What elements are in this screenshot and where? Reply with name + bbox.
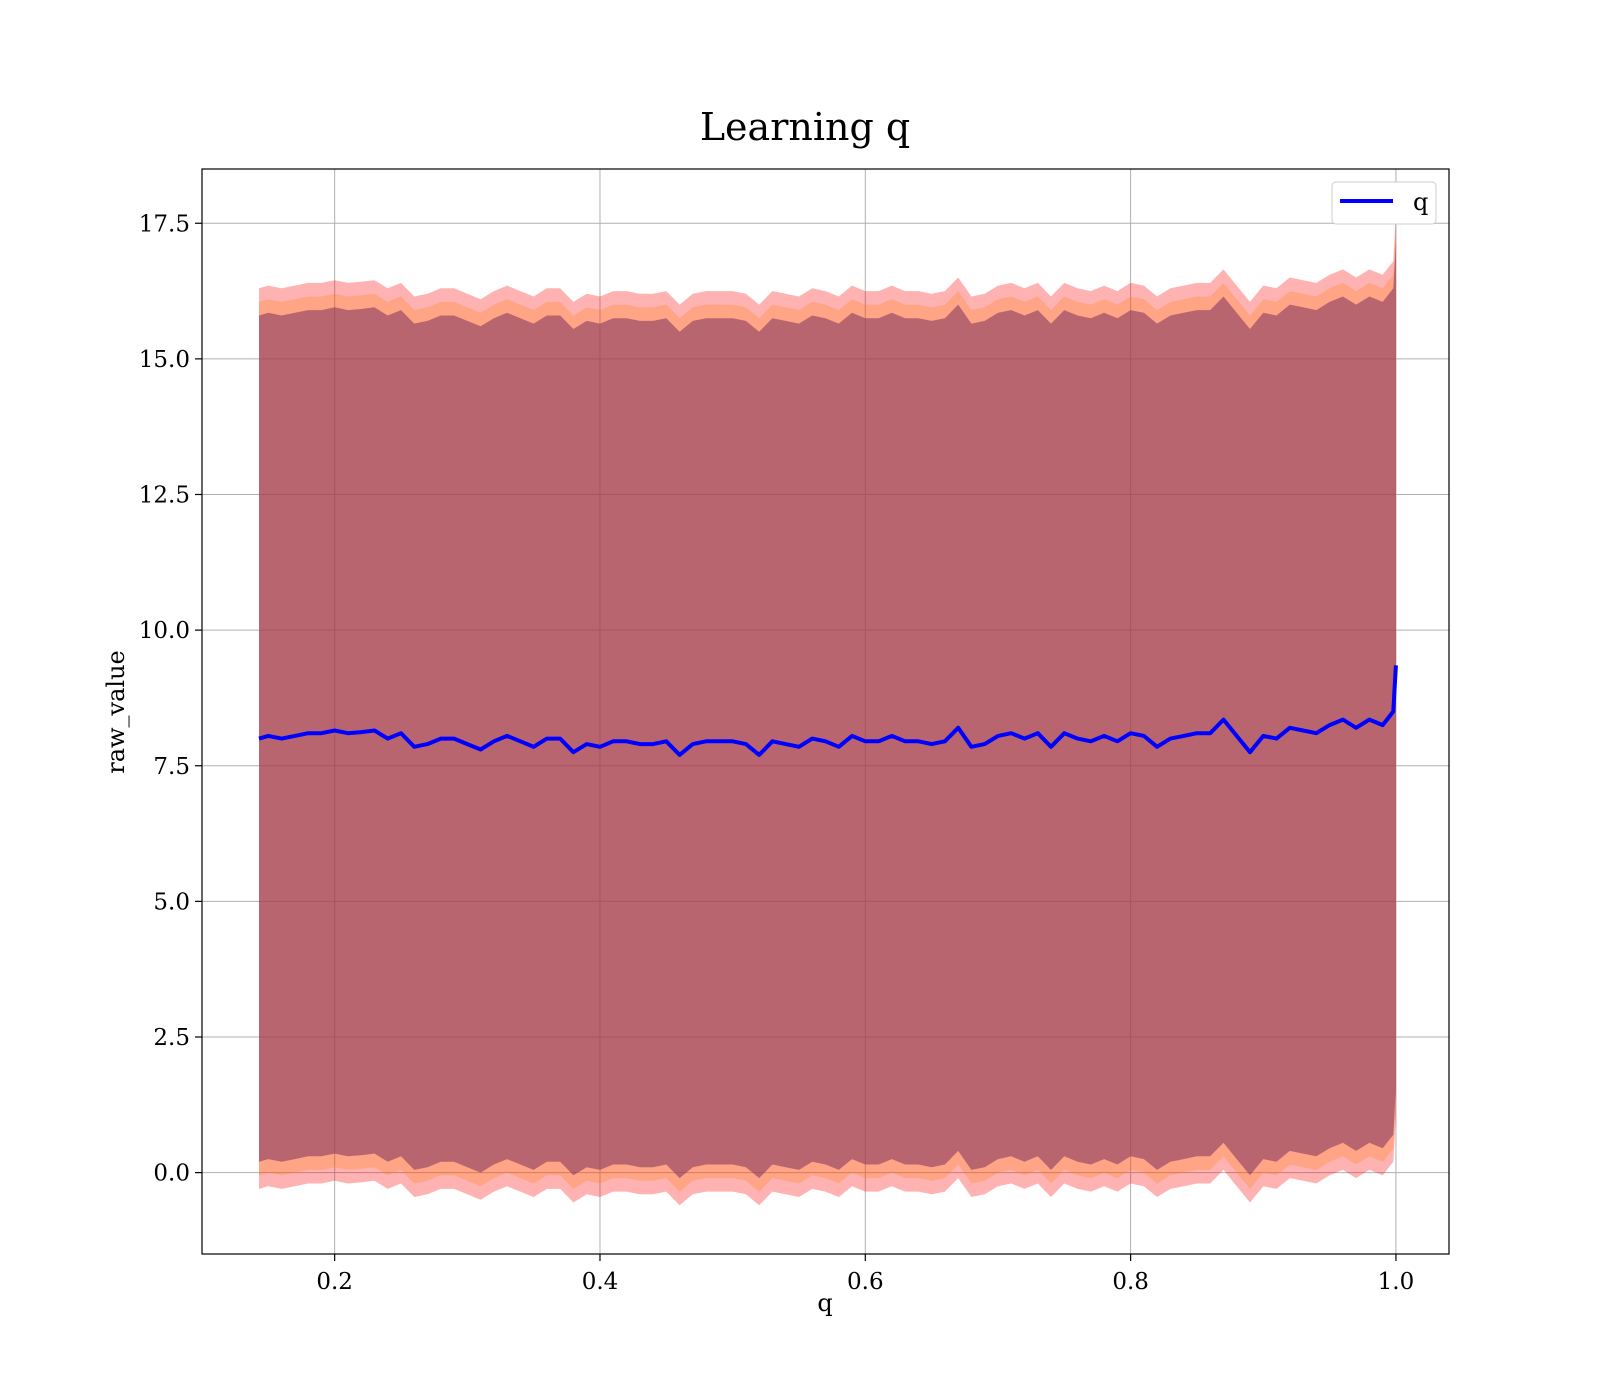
legend-label-q: q — [1413, 188, 1428, 216]
series-line-q — [258, 665, 1398, 757]
x-tick-label: 0.2 — [316, 1269, 353, 1295]
y-tick-label: 2.5 — [153, 1025, 190, 1051]
y-tick-label: 5.0 — [153, 889, 190, 915]
y-tick-label: 15.0 — [139, 347, 190, 373]
confidence-bands — [259, 215, 1396, 1206]
y-tick-label: 17.5 — [139, 211, 190, 237]
y-axis-label: raw_value — [102, 650, 130, 774]
x-tick-label: 0.6 — [847, 1269, 884, 1295]
x-tick-label: 0.8 — [1112, 1269, 1149, 1295]
y-tick-label: 12.5 — [139, 483, 190, 509]
chart-title: Learning q — [700, 105, 910, 149]
series-lines — [258, 665, 1398, 757]
y-tick-label: 10.0 — [139, 618, 190, 644]
x-tick-label: 0.4 — [582, 1269, 619, 1295]
y-tick-label: 7.5 — [153, 754, 190, 780]
legend: q — [1331, 181, 1437, 225]
x-axis-label: q — [817, 1289, 832, 1317]
x-axis-ticks: 0.2 0.4 0.6 0.8 1.0 — [316, 1254, 1414, 1295]
plot-frame — [201, 168, 1450, 1255]
y-axis-ticks: 0.0 2.5 5.0 7.5 10.0 12.5 15.0 17.5 — [139, 211, 202, 1187]
confidence-band-2 — [259, 242, 1396, 1179]
x-tick-label: 1.0 — [1378, 1269, 1415, 1295]
y-tick-label: 0.0 — [153, 1161, 190, 1187]
